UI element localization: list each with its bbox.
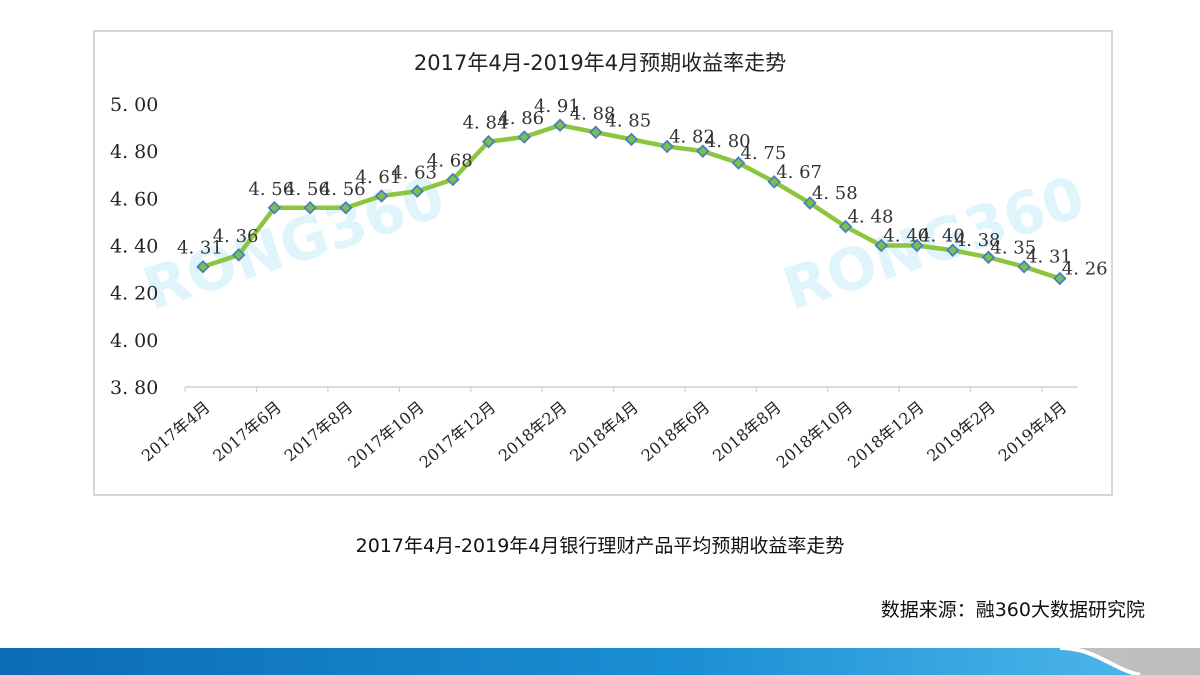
y-tick-label: 3. 80 — [110, 377, 158, 399]
x-tick-label: 2018年6月 — [638, 398, 714, 466]
footer-band — [0, 648, 1200, 675]
data-label: 4. 82 — [669, 126, 715, 147]
data-label: 4. 91 — [534, 96, 580, 117]
x-tick-label: 2018年10月 — [773, 398, 857, 472]
data-point-marker — [374, 189, 389, 203]
data-point-marker — [446, 172, 460, 187]
x-tick-label: 2018年2月 — [495, 398, 571, 466]
data-source: 数据来源：融360大数据研究院 — [880, 599, 1145, 621]
data-label: 4. 85 — [605, 110, 651, 131]
data-label: 4. 38 — [955, 230, 1001, 251]
data-label: 4. 88 — [570, 103, 616, 124]
data-point-marker — [196, 259, 210, 274]
y-tick-label: 4. 80 — [110, 141, 158, 163]
x-tick-label: 2018年4月 — [566, 398, 642, 466]
data-point-marker — [874, 238, 889, 253]
data-point-marker — [624, 132, 639, 147]
data-label: 4. 48 — [848, 207, 894, 228]
chart-title: 2017年4月-2019年4月预期收益率走势 — [414, 51, 786, 75]
data-label: 4. 35 — [990, 237, 1036, 258]
data-point-marker — [945, 243, 960, 257]
data-point-marker — [767, 175, 781, 189]
y-tick-label: 5. 00 — [110, 94, 158, 116]
x-tick-label: 2017年10月 — [344, 398, 428, 472]
data-point-marker — [410, 184, 424, 199]
y-tick-label: 4. 20 — [110, 283, 158, 305]
data-label: 4. 40 — [919, 226, 965, 247]
x-axis: 2017年4月2017年6月2017年8月2017年10月2017年12月201… — [138, 386, 1078, 472]
data-point-marker — [517, 130, 532, 144]
data-labels: 4. 314. 364. 564. 564. 564. 614. 634. 68… — [177, 96, 1108, 279]
data-label: 4. 36 — [213, 226, 259, 247]
line-chart: RONG360 RONG360 2017年4月-2019年4月预期收益率走势 5.… — [110, 51, 1108, 472]
data-point-marker — [696, 144, 710, 158]
data-label: 4. 86 — [498, 108, 544, 129]
x-tick-label: 2017年12月 — [416, 398, 500, 472]
x-tick-label: 2019年2月 — [923, 398, 999, 466]
data-point-marker — [553, 118, 567, 132]
y-tick-label: 4. 60 — [110, 188, 158, 210]
data-point-marker — [910, 238, 924, 253]
data-point-marker — [339, 200, 353, 215]
data-point-marker — [981, 250, 996, 265]
x-tick-label: 2017年6月 — [209, 398, 285, 466]
data-point-marker — [731, 156, 746, 170]
data-label: 4. 40 — [883, 226, 929, 247]
data-point-marker — [838, 219, 853, 234]
y-tick-label: 4. 40 — [110, 236, 158, 258]
data-label: 4. 58 — [812, 183, 858, 204]
data-label: 4. 61 — [356, 167, 402, 188]
data-point-marker — [1053, 271, 1067, 286]
data-label: 4. 31 — [177, 238, 223, 259]
data-label: 4. 80 — [705, 131, 751, 152]
data-point-marker — [588, 125, 603, 140]
x-tick-label: 2018年12月 — [844, 398, 928, 472]
data-point-marker — [660, 139, 674, 154]
y-tick-label: 4. 00 — [110, 330, 158, 352]
data-label: 4. 56 — [284, 179, 330, 200]
data-label: 4. 68 — [427, 150, 473, 171]
data-label: 4. 84 — [463, 113, 509, 134]
data-point-marker — [267, 200, 282, 215]
x-tick-label: 2018年8月 — [709, 398, 785, 466]
data-label: 4. 56 — [248, 179, 294, 200]
data-label: 4. 31 — [1026, 247, 1072, 268]
x-tick-label: 2017年8月 — [281, 398, 357, 466]
data-point-marker — [303, 200, 317, 215]
figure-caption: 2017年4月-2019年4月银行理财产品平均预期收益率走势 — [355, 535, 845, 557]
data-label: 4. 75 — [741, 143, 787, 164]
x-tick-label: 2017年4月 — [138, 398, 214, 466]
data-label: 4. 63 — [391, 162, 437, 183]
data-point-marker — [803, 196, 817, 210]
data-series — [196, 118, 1067, 286]
data-label: 4. 56 — [320, 179, 366, 200]
x-tick-label: 2019年4月 — [995, 398, 1071, 466]
data-point-marker — [1017, 259, 1031, 274]
y-axis: 5. 00 4. 80 4. 60 4. 40 4. 20 4. 00 3. 80 — [110, 94, 158, 399]
data-label: 4. 67 — [776, 162, 822, 183]
data-point-marker — [481, 134, 496, 149]
data-point-marker — [231, 248, 246, 262]
chart-frame — [93, 30, 1113, 496]
data-label: 4. 26 — [1062, 259, 1108, 280]
